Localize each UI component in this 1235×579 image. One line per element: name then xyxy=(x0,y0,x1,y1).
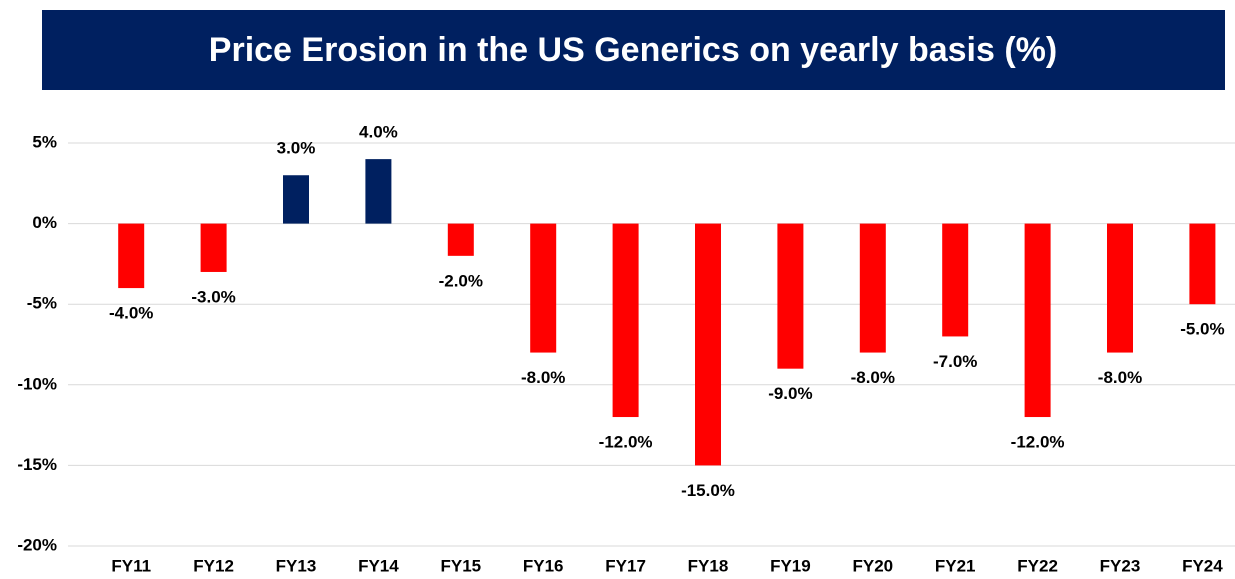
data-label: 3.0% xyxy=(277,139,316,158)
data-label: -8.0% xyxy=(851,368,895,387)
y-tick-label: -20% xyxy=(17,535,57,554)
data-label: -4.0% xyxy=(109,304,153,323)
x-tick-label: FY19 xyxy=(770,556,811,575)
x-tick-label: FY14 xyxy=(358,556,399,575)
x-tick-label: FY12 xyxy=(193,556,234,575)
bar xyxy=(530,223,557,353)
chart-title: Price Erosion in the US Generics on year… xyxy=(209,31,1057,69)
bar xyxy=(1189,223,1216,305)
bar xyxy=(695,223,721,466)
data-label: -8.0% xyxy=(521,368,565,387)
data-label: 4.0% xyxy=(359,123,398,142)
data-label: -12.0% xyxy=(1011,433,1065,452)
data-label: -8.0% xyxy=(1098,368,1142,387)
y-tick-label: -15% xyxy=(17,455,57,474)
x-tick-label: FY22 xyxy=(1017,556,1058,575)
y-tick-label: -5% xyxy=(27,294,57,313)
x-tick-label: FY13 xyxy=(276,556,317,575)
x-tick-label: FY16 xyxy=(523,556,564,575)
data-label: -5.0% xyxy=(1180,320,1224,339)
y-tick-label: -10% xyxy=(17,374,57,393)
bar xyxy=(447,223,474,256)
title-banner xyxy=(42,10,1225,90)
bar xyxy=(777,223,804,369)
y-tick-label: 0% xyxy=(32,213,57,232)
bar xyxy=(1107,223,1133,353)
x-tick-label: FY24 xyxy=(1182,556,1223,575)
data-label: -9.0% xyxy=(768,384,812,403)
data-label: -7.0% xyxy=(933,352,977,371)
x-tick-label: FY15 xyxy=(440,556,481,575)
y-tick-label: 5% xyxy=(32,132,57,151)
bar xyxy=(365,159,392,224)
bar xyxy=(283,175,309,224)
x-tick-label: FY23 xyxy=(1100,556,1141,575)
x-tick-label: FY18 xyxy=(688,556,729,575)
x-tick-label: FY11 xyxy=(111,556,151,575)
bar xyxy=(942,223,969,337)
bar xyxy=(1024,223,1051,418)
data-label: -2.0% xyxy=(439,271,483,290)
x-tick-label: FY21 xyxy=(935,556,976,575)
data-label: -12.0% xyxy=(599,433,653,452)
data-label: -3.0% xyxy=(191,287,235,306)
x-tick-label: FY17 xyxy=(605,556,646,575)
data-label: -15.0% xyxy=(681,481,735,500)
bar xyxy=(612,223,639,418)
x-tick-label: FY20 xyxy=(852,556,893,575)
bar xyxy=(200,223,227,272)
bar xyxy=(859,223,886,353)
bar xyxy=(118,223,145,289)
